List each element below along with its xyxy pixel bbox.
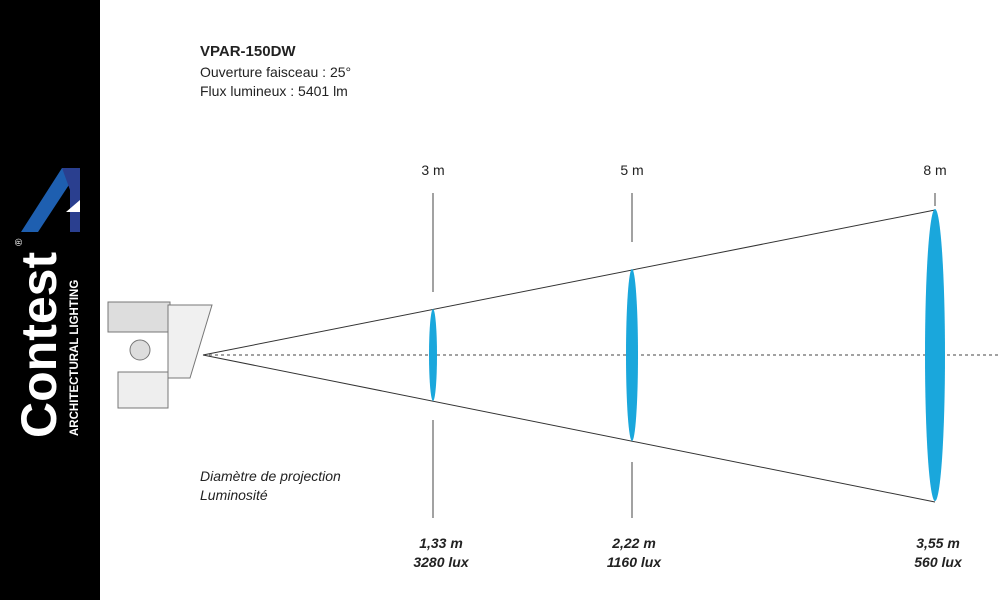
brand-mark: ® — [14, 238, 25, 246]
beam-edge — [202, 354, 936, 503]
diameter: 3,55 m — [916, 535, 960, 551]
legend-item: Diamètre de projection — [200, 468, 341, 484]
illuminance: 1160 lux — [607, 554, 662, 570]
brand-tagline: ARCHITECTURAL LIGHTING — [69, 280, 81, 436]
logo-chevron-dark — [62, 168, 80, 232]
body — [107, 301, 171, 333]
legend-item: Luminosité — [200, 487, 268, 503]
luminaire — [107, 301, 213, 409]
sidebar — [0, 0, 100, 600]
logo-triangle — [66, 200, 80, 212]
diameter: 2,22 m — [611, 535, 656, 551]
header-line: Ouverture faisceau : 25° — [200, 64, 351, 80]
pivot — [129, 339, 151, 361]
bracket — [117, 371, 169, 409]
beam-spot — [626, 269, 638, 441]
visor — [167, 304, 213, 379]
illuminance: 560 lux — [914, 554, 963, 570]
header-line: Flux lumineux : 5401 lm — [200, 83, 348, 99]
distance: 5 m — [620, 162, 643, 178]
brand-name: Contest — [11, 252, 67, 438]
beam-spot — [925, 209, 945, 501]
logo: Contest ® ARCHITECTURAL LIGHTING — [11, 238, 81, 438]
illuminance: 3280 lux — [413, 554, 469, 570]
distance: 3 m — [421, 162, 444, 178]
diameter: 1,33 m — [419, 535, 463, 551]
title: VPAR-150DW — [200, 43, 296, 60]
logo-chevron — [21, 168, 80, 232]
beam-spot — [429, 309, 437, 401]
distance: 8 m — [923, 162, 946, 178]
beam-edge — [202, 209, 936, 356]
